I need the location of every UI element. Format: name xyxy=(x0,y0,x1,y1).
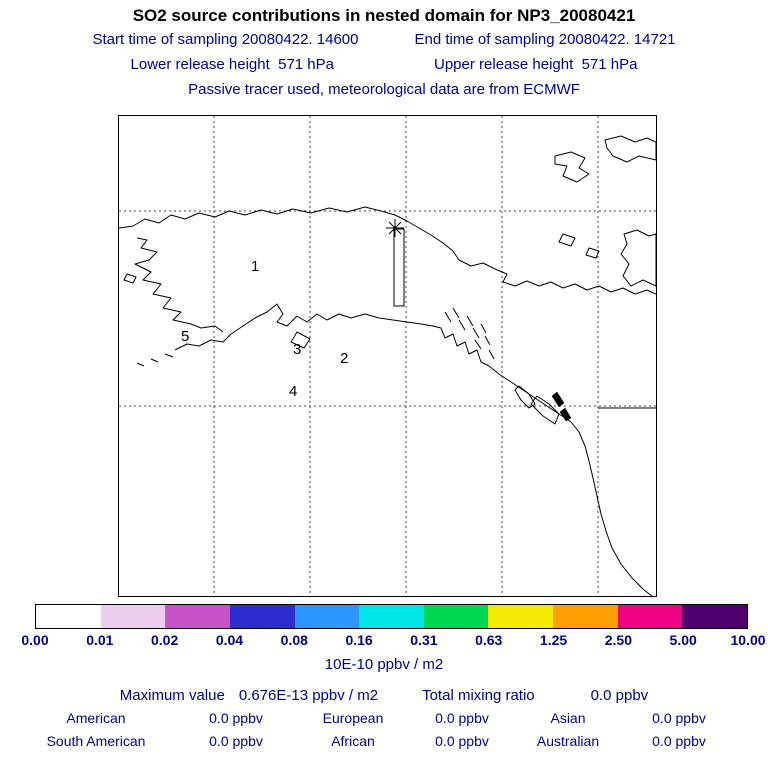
sampling-time-line: Start time of sampling 20080422. 14600 E… xyxy=(0,31,768,48)
arctic-island-b xyxy=(604,135,656,163)
coastlines xyxy=(119,135,656,596)
colorbar-segment xyxy=(229,605,295,628)
release-location-marker xyxy=(386,219,405,307)
colorbar-segment xyxy=(165,605,230,628)
total-mixing-ratio-label: Total mixing ratio xyxy=(422,687,535,704)
max-value: 0.676E-13 ppbv / m2 xyxy=(238,687,379,704)
colorbar-tick-label: 0.01 xyxy=(86,632,114,648)
map-gridlines xyxy=(119,116,656,596)
region-value: 0.0 ppbv xyxy=(652,710,706,726)
region-value: 0.0 ppbv xyxy=(209,733,263,749)
colorbar-tick-label: 0.00 xyxy=(21,632,49,648)
region-value: 0.0 ppbv xyxy=(652,733,706,749)
colorbar-tick-label: 0.02 xyxy=(151,632,179,648)
start-time-text: Start time of sampling 20080422. 14600 xyxy=(92,31,359,48)
arctic-island-a xyxy=(554,151,590,183)
summary-stats-line: Maximum value 0.676E-13 ppbv / m2 Total … xyxy=(0,687,768,704)
region-name: Asian xyxy=(550,710,586,726)
colorbar-segment xyxy=(359,605,424,628)
plot-title: SO2 source contributions in nested domai… xyxy=(132,6,636,25)
colorbar-segment xyxy=(617,605,683,628)
se-alaska-fjords xyxy=(444,307,495,360)
colorbar-tick-label: 0.16 xyxy=(345,632,373,648)
map-region-label: 4 xyxy=(289,383,297,400)
colorbar-segment xyxy=(294,605,360,628)
colorbar-tick-label: 0.04 xyxy=(215,632,244,648)
map-region-label: 3 xyxy=(293,341,301,358)
colorbar-segment xyxy=(423,605,489,628)
region-value: 0.0 ppbv xyxy=(435,733,489,749)
region-name: Australian xyxy=(536,733,600,749)
map-region-label: 1 xyxy=(251,258,259,275)
colorbar-tick-label: 5.00 xyxy=(669,632,697,648)
colorbar-unit: 10E-10 ppbv / m2 xyxy=(324,656,444,673)
vancouver-island xyxy=(530,395,560,425)
arctic-islets xyxy=(558,233,600,259)
map-region-label: 2 xyxy=(340,350,348,367)
colorbar-segment xyxy=(100,605,166,628)
lower-release-height-text: Lower release height 571 hPa xyxy=(130,56,334,73)
region-value: 0.0 ppbv xyxy=(209,710,263,726)
colorbar-tick-label: 0.08 xyxy=(280,632,308,648)
region-name: African xyxy=(331,733,375,749)
kodiak-island xyxy=(290,331,311,349)
map-region-labels: 1 2 3 4 5 xyxy=(181,258,348,400)
colorbar-segment xyxy=(553,605,618,628)
colorbar-ticks: 0.00 0.01 0.02 0.04 0.08 0.16 0.31 0.63 1.25 2.50… xyxy=(21,632,765,648)
tracer-info-text: Passive tracer used, meteorological data… xyxy=(188,81,580,98)
max-value-label: Maximum value xyxy=(119,687,225,704)
map-region-label: 5 xyxy=(181,328,189,345)
colorbar-segment xyxy=(488,605,554,628)
colorbar-segment xyxy=(682,605,748,628)
colorbar-segment xyxy=(36,605,101,628)
upper-release-height-text: Upper release height 571 hPa xyxy=(434,56,638,73)
region-value: 0.0 ppbv xyxy=(435,710,489,726)
end-time-text: End time of sampling 20080422. 14721 xyxy=(414,31,676,48)
colorbar-tick-label: 2.50 xyxy=(604,632,632,648)
haida-gwaii xyxy=(514,385,536,409)
aleutian-islands xyxy=(123,273,174,367)
region-name: European xyxy=(322,710,384,726)
coastline-south-west xyxy=(230,303,653,596)
release-height-line: Lower release height 571 hPa Upper relea… xyxy=(0,56,768,73)
colorbar xyxy=(35,604,748,629)
region-name: American xyxy=(66,710,126,726)
map-svg: 1 2 3 4 5 xyxy=(119,116,656,596)
colorbar-tick-label: 0.31 xyxy=(410,632,438,648)
colorbar-tick-label: 0.63 xyxy=(475,632,503,648)
tracer-info-line: Passive tracer used, meteorological data… xyxy=(0,81,768,98)
region-stats: American 0.0 ppbv European 0.0 ppbv Asian 0.0… xyxy=(12,710,756,749)
arctic-island-c xyxy=(620,229,656,287)
release-column xyxy=(393,228,405,307)
colorbar-tick-label: 1.25 xyxy=(539,632,568,648)
colorbar-tick-label: 10.00 xyxy=(730,632,766,648)
coastline-west-alaska xyxy=(134,237,224,333)
total-mixing-ratio-value: 0.0 ppbv xyxy=(590,687,649,704)
region-name: South American xyxy=(46,733,146,749)
coastal-islets xyxy=(551,391,572,422)
map-panel: 1 2 3 4 5 xyxy=(118,115,657,597)
coastline-north xyxy=(119,206,656,295)
alaska-peninsula xyxy=(174,333,232,351)
